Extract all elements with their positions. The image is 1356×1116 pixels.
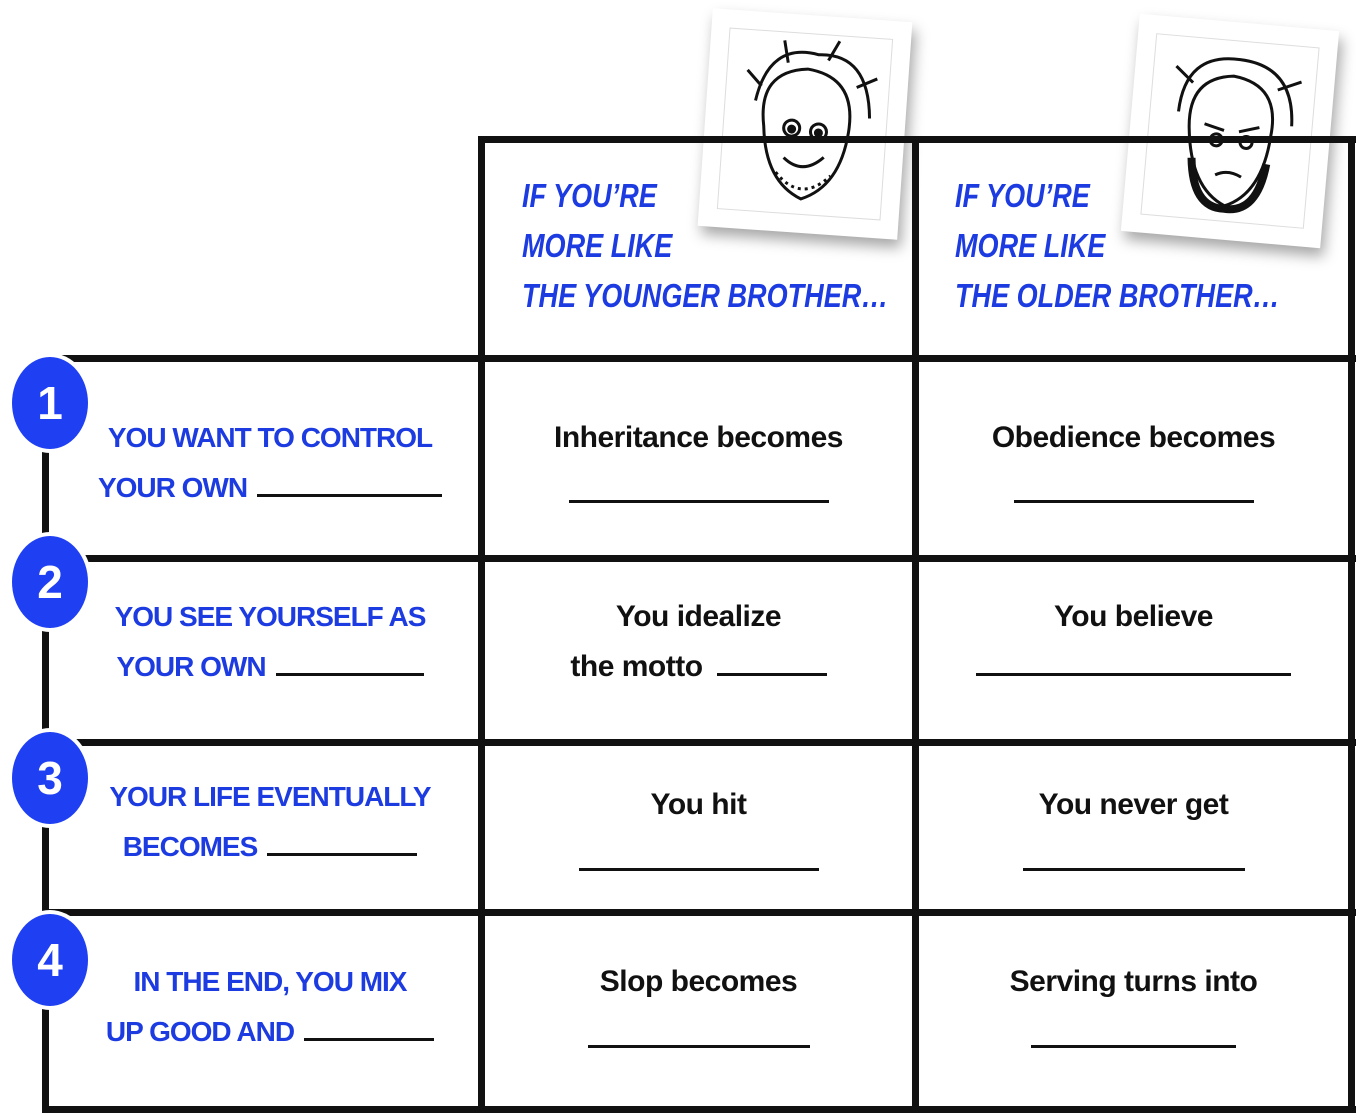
answer-blank: [587, 1021, 810, 1048]
column-header: THE OLDER BROTHER…: [955, 277, 1280, 314]
answer-blank: [257, 470, 443, 497]
prompt-line: YOUR OWN: [60, 466, 480, 506]
prompt-line: UP GOOD AND: [60, 1010, 480, 1050]
table-line: [42, 1106, 1356, 1113]
cell-text: You hit: [650, 788, 747, 821]
cell-line: [485, 1017, 912, 1057]
answer-blank: [304, 1014, 435, 1041]
cell-line: [919, 645, 1348, 685]
prompt-line: YOUR OWN: [60, 645, 480, 685]
answer-blank: [568, 476, 829, 503]
older-brother-photo: [1120, 13, 1340, 249]
table-line: [1348, 136, 1355, 1113]
column-header: THE YOUNGER BROTHER…: [522, 277, 889, 314]
prompt-line: YOU WANT TO CONTROL: [60, 416, 480, 456]
row-number: 3: [12, 732, 88, 824]
face: [1175, 57, 1303, 214]
prompt-line: YOUR LIFE EVENTUALLY: [60, 775, 480, 815]
column-header: MORE LIKE: [955, 227, 1106, 264]
prompt-line: BECOMES: [60, 825, 480, 865]
prompt-line: IN THE END, YOU MIX: [60, 960, 480, 1000]
prompt-text: IN THE END, YOU MIX: [133, 966, 408, 997]
answer-blank: [976, 649, 1291, 676]
younger-brother-photo: [697, 8, 913, 240]
cell-line: You hit: [485, 783, 912, 823]
table-line: [42, 909, 1356, 916]
cell-line: [485, 472, 912, 512]
cell-text: You idealize: [615, 600, 782, 633]
cell-line: You never get: [919, 783, 1348, 823]
answer-blank: [267, 829, 418, 856]
row-number: 2: [12, 536, 88, 628]
answer-blank: [716, 649, 827, 676]
prompt-text: BECOMES: [122, 831, 259, 862]
cell-text: You believe: [1053, 600, 1214, 633]
table-line: [912, 136, 919, 1113]
cell-line: [485, 840, 912, 880]
table-line: [42, 739, 1356, 746]
column-header: IF YOU’RE: [522, 177, 657, 214]
table-line: [42, 355, 1356, 362]
prompt-line: YOU SEE YOURSELF AS: [60, 595, 480, 635]
prompt-text: YOU SEE YOURSELF AS: [114, 601, 427, 632]
cell-text: Slop becomes: [599, 965, 798, 998]
cell-line: Serving turns into: [919, 960, 1348, 1000]
cell-line: You believe: [919, 595, 1348, 635]
cell-line: the motto: [485, 645, 912, 685]
prompt-text: YOUR OWN: [116, 651, 266, 682]
cell-line: Obedience becomes: [919, 416, 1348, 456]
table-line: [42, 555, 1356, 562]
cell-line: [919, 840, 1348, 880]
cell-line: [919, 1017, 1348, 1057]
answer-blank: [1031, 1021, 1236, 1048]
row-number: 4: [12, 914, 88, 1006]
prompt-text: YOU WANT TO CONTROL: [107, 422, 433, 453]
answer-blank: [275, 649, 424, 676]
prompt-text: UP GOOD AND: [105, 1016, 295, 1047]
row-number: 1: [12, 357, 88, 449]
column-header: IF YOU’RE: [955, 177, 1090, 214]
cell-text: the motto: [570, 650, 703, 683]
answer-blank: [578, 844, 819, 871]
cell-text: Serving turns into: [1009, 965, 1258, 998]
cell-text: You never get: [1038, 788, 1229, 821]
cell-line: You idealize: [485, 595, 912, 635]
prompt-text: YOUR LIFE EVENTUALLY: [109, 781, 431, 812]
cell-line: Inheritance becomes: [485, 416, 912, 456]
column-header: MORE LIKE: [522, 227, 673, 264]
cell-line: [919, 472, 1348, 512]
prompt-text: YOUR OWN: [97, 472, 248, 503]
table-line: [478, 136, 485, 1113]
cell-text: Obedience becomes: [991, 421, 1276, 454]
cell-line: Slop becomes: [485, 960, 912, 1000]
cell-text: Inheritance becomes: [554, 421, 843, 454]
answer-blank: [1022, 844, 1245, 871]
answer-blank: [1013, 476, 1254, 503]
face: [746, 40, 878, 201]
